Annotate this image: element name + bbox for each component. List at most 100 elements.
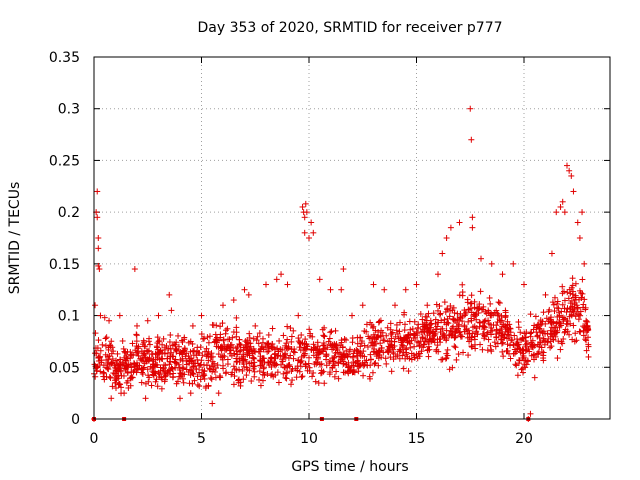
data-point (333, 341, 340, 348)
data-point (504, 341, 511, 348)
data-point (274, 369, 281, 376)
data-point (246, 330, 253, 337)
data-point (360, 372, 367, 379)
data-point (245, 291, 252, 298)
data-point (93, 367, 100, 374)
data-point (117, 367, 124, 374)
data-point (443, 235, 450, 241)
data-point (441, 299, 448, 306)
data-point (279, 358, 286, 365)
data-point (574, 219, 581, 226)
data-point (414, 324, 421, 331)
data-point (493, 327, 500, 334)
data-point (529, 337, 536, 344)
data-point (404, 332, 411, 339)
data-point (393, 327, 400, 334)
data-point (197, 361, 204, 368)
data-point (140, 365, 147, 372)
data-point (555, 319, 562, 326)
data-point (357, 343, 364, 350)
data-point (205, 351, 212, 358)
data-point (245, 348, 252, 355)
data-point (201, 348, 208, 355)
data-point (172, 364, 179, 371)
data-point (157, 367, 164, 374)
data-point (335, 360, 342, 367)
data-point (419, 334, 426, 341)
data-point (447, 303, 454, 310)
data-point (199, 352, 206, 359)
data-point (103, 356, 110, 363)
data-point (359, 302, 366, 309)
data-point (124, 363, 131, 370)
data-point (296, 344, 303, 351)
data-point (209, 400, 216, 407)
data-point (364, 362, 371, 369)
data-point (409, 325, 416, 332)
data-point (312, 378, 319, 385)
data-point (514, 339, 521, 346)
data-point (321, 380, 328, 387)
data-point (396, 348, 403, 355)
data-point (225, 343, 232, 350)
data-point (166, 291, 173, 298)
data-point (99, 341, 106, 348)
y-tick-label: 0.1 (58, 309, 80, 325)
data-point (371, 338, 378, 345)
x-tick-label: 20 (515, 431, 533, 447)
data-point (548, 314, 555, 321)
data-point (583, 317, 590, 324)
data-point (381, 286, 388, 293)
data-point (273, 276, 280, 283)
data-point (257, 382, 264, 389)
data-point (433, 346, 440, 353)
data-point (263, 281, 269, 288)
data-point (177, 370, 184, 377)
data-point (309, 333, 316, 340)
data-point (365, 333, 372, 340)
data-point (96, 266, 103, 273)
data-point (301, 214, 308, 221)
data-point (549, 299, 556, 306)
data-point (332, 327, 339, 334)
data-point (389, 329, 396, 336)
data-point (262, 344, 269, 351)
plot-frame (93, 56, 611, 420)
data-point (423, 317, 430, 324)
data-point (183, 361, 190, 368)
data-point (370, 323, 377, 330)
data-point (370, 281, 377, 288)
data-point (559, 290, 566, 297)
data-point (216, 372, 223, 379)
x-tick-label: 10 (300, 431, 318, 447)
y-tick-label: 0.35 (49, 50, 80, 66)
data-point (382, 355, 389, 362)
data-point (102, 335, 109, 342)
data-point (436, 303, 443, 310)
data-point (566, 331, 573, 338)
data-point (308, 346, 315, 353)
data-point (486, 294, 493, 301)
data-point (513, 362, 520, 369)
data-point (176, 373, 183, 380)
data-point (296, 368, 303, 375)
data-point (438, 356, 445, 363)
data-point (467, 305, 474, 312)
data-point (479, 346, 486, 353)
data-point (108, 359, 115, 366)
data-point (114, 361, 121, 368)
data-point (456, 219, 463, 226)
data-point (463, 309, 470, 316)
data-point (138, 357, 145, 364)
data-point (396, 319, 403, 326)
data-point (276, 337, 283, 344)
data-point (444, 346, 451, 353)
data-point (554, 298, 561, 305)
data-point (350, 350, 357, 357)
data-point (397, 347, 404, 354)
data-point (236, 341, 243, 348)
data-point (240, 376, 247, 383)
data-point (431, 332, 438, 339)
data-point (256, 357, 263, 364)
data-point (390, 346, 397, 353)
